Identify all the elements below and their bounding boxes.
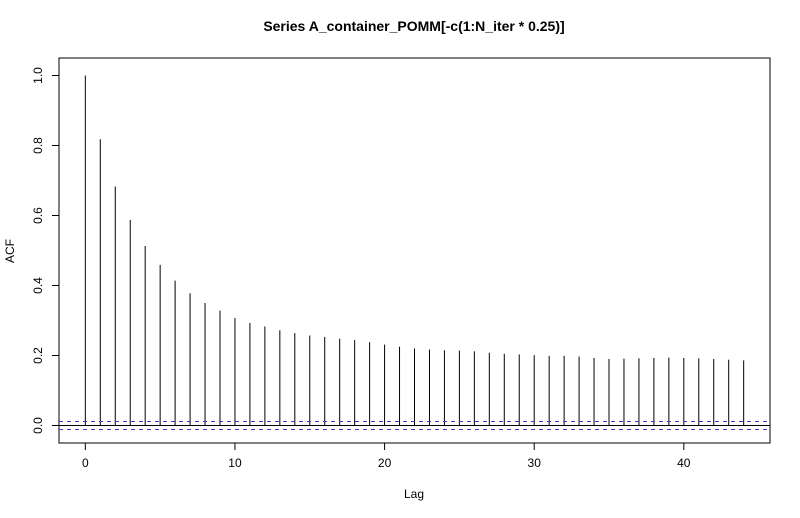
y-tick-label: 0.4 — [31, 277, 45, 294]
x-tick-label: 10 — [228, 456, 242, 470]
y-tick-label: 0.2 — [31, 347, 45, 364]
reference-lines — [59, 421, 770, 430]
y-tick-label: 1.0 — [31, 67, 45, 84]
x-axis-label: Lag — [404, 487, 424, 501]
x-tick-label: 0 — [82, 456, 89, 470]
x-tick-label: 30 — [528, 456, 542, 470]
x-tick-label: 20 — [378, 456, 392, 470]
x-tick-label: 40 — [677, 456, 691, 470]
y-tick-label: 0.8 — [31, 137, 45, 154]
y-axis-label: ACF — [3, 239, 17, 263]
x-axis: 0 10 20 30 40 — [82, 442, 691, 470]
chart-title: Series A_container_POMM[-c(1:N_iter * 0.… — [263, 18, 564, 34]
y-tick-label: 0.6 — [31, 207, 45, 224]
y-axis: 0.0 0.2 0.4 0.6 0.8 1.0 — [31, 67, 60, 434]
y-tick-label: 0.0 — [31, 417, 45, 434]
acf-bars — [84, 75, 745, 426]
